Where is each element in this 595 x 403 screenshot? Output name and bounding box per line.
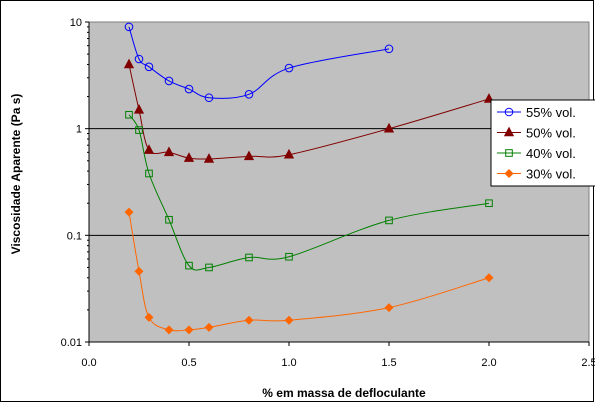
y-axis-label: Viscosidade Aparente (Pa s) [9,94,23,255]
data-point [244,89,254,99]
legend-item: 40% vol. [497,146,576,161]
data-point [145,169,153,178]
y-tick-label: 0.01 [61,337,82,349]
data-point [244,315,254,325]
data-point [205,263,213,272]
data-point [203,153,215,163]
legend-box [490,99,595,187]
data-point [144,62,154,72]
data-point [204,322,214,332]
series-line [128,64,490,160]
x-axis-ticks: 0.0 0.5 1.0 1.5 2.0 2.5 [81,22,595,369]
data-point [144,312,154,322]
data-point [184,325,194,335]
data-point [485,199,493,208]
legend-label: 30% vol. [526,167,576,182]
data-point [503,126,515,137]
data-point [164,325,174,335]
data-point [284,315,294,325]
x-tick-label: 2.5 [581,357,595,369]
data-point [505,149,513,157]
x-tick-label: 2.0 [481,357,496,369]
data-point [135,126,143,134]
data-point [385,216,393,225]
data-point [165,215,173,224]
data-point [283,148,295,159]
x-tick-label: 1.5 [381,357,396,369]
data-point [285,252,293,261]
legend-label: 50% vol. [526,126,576,141]
legend-item: 55% vol. [497,105,576,120]
data-point [384,303,394,313]
series-1 [124,22,394,103]
legend-item: 30% vol. [497,167,576,182]
data-point [134,266,144,276]
x-tick-label: 0.0 [81,357,96,369]
x-axis-label: % em massa de defloculante [262,386,426,400]
data-point [124,207,134,217]
legend-label: 40% vol. [526,146,576,161]
y-tick-label: 10 [70,17,82,29]
legend: 55% vol. 50% vol. 40% vol. 30% vol. [490,99,595,187]
data-point [484,273,494,283]
data-point [245,253,253,262]
data-point [243,150,255,161]
data-point [504,168,514,179]
data-point [185,261,193,270]
y-tick-label: 1 [76,124,82,136]
data-point [184,84,194,94]
data-point [204,93,214,103]
data-point [284,63,294,73]
data-point [125,110,133,119]
x-tick-label: 1.0 [281,357,296,369]
data-point [124,22,134,32]
data-point [183,152,195,162]
legend-label: 55% vol. [526,105,576,120]
data-point [134,54,144,64]
y-tick-label: 0.1 [67,230,82,242]
data-point [123,58,135,69]
series-3 [125,110,493,272]
data-point [163,146,175,157]
data-point [383,122,395,133]
series-4 [124,207,494,335]
data-point [164,76,174,86]
data-point [133,104,145,114]
data-point [143,144,155,154]
legend-item: 50% vol. [497,126,576,141]
series-line [128,26,390,99]
x-tick-label: 0.5 [181,357,196,369]
data-point [504,107,514,117]
data-point [384,44,394,54]
